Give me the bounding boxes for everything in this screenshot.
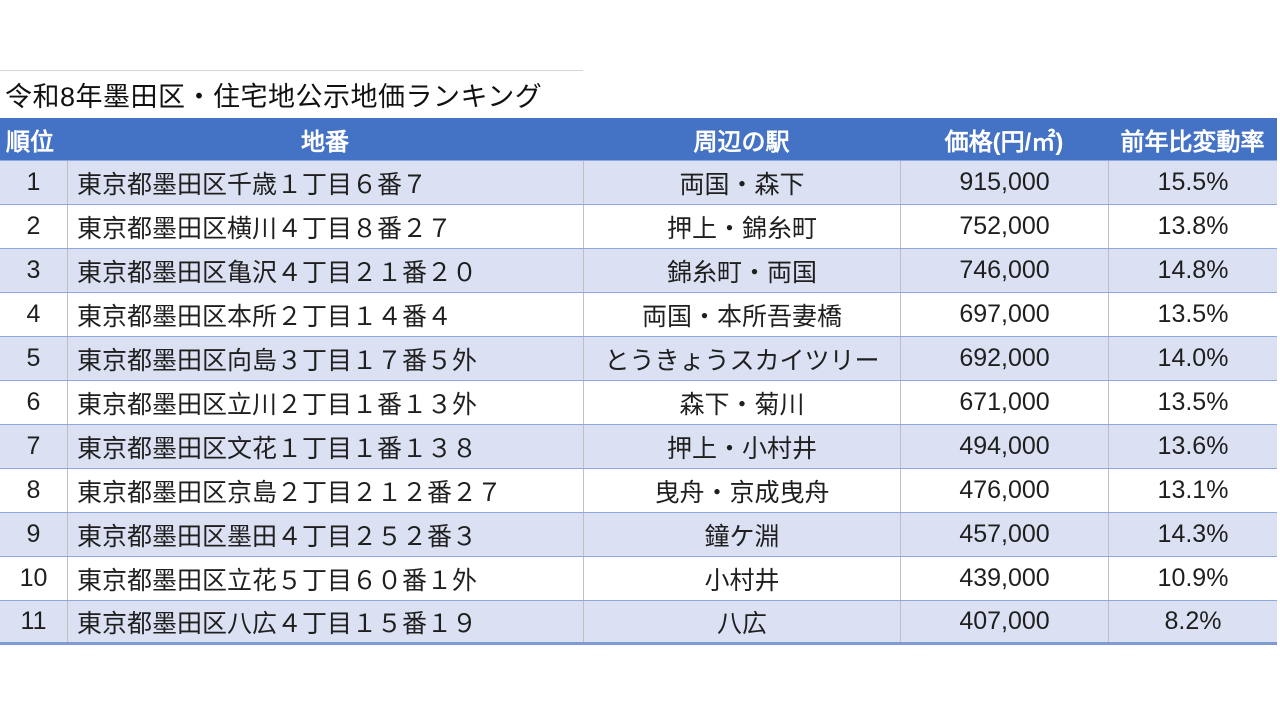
address-cell: 東京都墨田区本所２丁目１４番４: [67, 293, 583, 336]
price-cell: 457,000: [900, 513, 1108, 556]
column-header-stations: 周辺の駅: [693, 128, 790, 156]
stations-cell: 両国・森下: [583, 161, 900, 204]
stations-cell: 森下・菊川: [583, 381, 900, 424]
price-cell: 407,000: [900, 601, 1108, 642]
change-cell: 10.9%: [1108, 557, 1277, 600]
table-row: 1 東京都墨田区千歳１丁目６番７ 両国・森下 915,000 15.5%: [0, 161, 1277, 205]
address-cell: 東京都墨田区千歳１丁目６番７: [67, 161, 583, 204]
column-header-price: 価格(円/㎡): [944, 128, 1064, 156]
change-cell: 14.3%: [1108, 513, 1277, 556]
table-row: 2 東京都墨田区横川４丁目８番２７ 押上・錦糸町 752,000 13.8%: [0, 205, 1277, 249]
change-cell: 13.8%: [1108, 205, 1277, 248]
price-cell: 697,000: [900, 293, 1108, 336]
table-row: 4 東京都墨田区本所２丁目１４番４ 両国・本所吾妻橋 697,000 13.5%: [0, 293, 1277, 337]
change-cell: 15.5%: [1108, 161, 1277, 204]
ranking-table: 順位 地番 周辺の駅 価格(円/㎡) 前年比変動率 1 東京都墨田区千歳１丁目６…: [0, 118, 1277, 645]
rank-cell: 11: [20, 607, 47, 635]
rank-cell: 7: [26, 432, 41, 460]
change-cell: 13.5%: [1108, 381, 1277, 424]
address-cell: 東京都墨田区文花１丁目１番１３８: [67, 425, 583, 468]
stations-cell: とうきょうスカイツリー: [583, 337, 900, 380]
page-title: 令和8年墨田区・住宅地公示地価ランキング: [5, 81, 543, 112]
table-row: 5 東京都墨田区向島３丁目１７番５外 とうきょうスカイツリー 692,000 1…: [0, 337, 1277, 381]
column-header-change: 前年比変動率: [1120, 128, 1265, 156]
column-header-address: 地番: [301, 128, 349, 156]
change-cell: 13.6%: [1108, 425, 1277, 468]
address-cell: 東京都墨田区立花５丁目６０番１外: [67, 557, 583, 600]
ranking-sheet: 令和8年墨田区・住宅地公示地価ランキング 順位 地番 周辺の駅 価格(円/㎡) …: [0, 70, 1277, 645]
address-cell: 東京都墨田区向島３丁目１７番５外: [67, 337, 583, 380]
change-cell: 13.5%: [1108, 293, 1277, 336]
stations-cell: 錦糸町・両国: [583, 249, 900, 292]
price-cell: 439,000: [900, 557, 1108, 600]
address-cell: 東京都墨田区横川４丁目８番２７: [67, 205, 583, 248]
gridline-rule: [0, 70, 583, 71]
table-row: 6 東京都墨田区立川２丁目１番１３外 森下・菊川 671,000 13.5%: [0, 381, 1277, 425]
stations-cell: 両国・本所吾妻橋: [583, 293, 900, 336]
address-cell: 東京都墨田区八広４丁目１５番１９: [67, 601, 583, 642]
price-cell: 494,000: [900, 425, 1108, 468]
rank-cell: 2: [26, 212, 41, 240]
price-cell: 752,000: [900, 205, 1108, 248]
column-header-rank: 順位: [6, 128, 54, 156]
change-cell: 14.0%: [1108, 337, 1277, 380]
price-cell: 671,000: [900, 381, 1108, 424]
stations-cell: 小村井: [583, 557, 900, 600]
rank-cell: 10: [19, 564, 48, 592]
rank-cell: 9: [26, 520, 41, 548]
stations-cell: 曳舟・京成曳舟: [583, 469, 900, 512]
table-row: 9 東京都墨田区墨田４丁目２５２番３ 鐘ケ淵 457,000 14.3%: [0, 513, 1277, 557]
change-cell: 14.8%: [1108, 249, 1277, 292]
table-body: 1 東京都墨田区千歳１丁目６番７ 両国・森下 915,000 15.5% 2 東…: [0, 161, 1277, 645]
stations-cell: 八広: [583, 601, 900, 642]
rank-cell: 6: [26, 388, 41, 416]
change-cell: 13.1%: [1108, 469, 1277, 512]
address-cell: 東京都墨田区亀沢４丁目２１番２０: [67, 249, 583, 292]
table-header-row: 順位 地番 周辺の駅 価格(円/㎡) 前年比変動率: [0, 118, 1277, 161]
change-cell: 8.2%: [1108, 601, 1277, 642]
rank-cell: 1: [26, 168, 41, 196]
table-row: 7 東京都墨田区文花１丁目１番１３８ 押上・小村井 494,000 13.6%: [0, 425, 1277, 469]
address-cell: 東京都墨田区立川２丁目１番１３外: [67, 381, 583, 424]
address-cell: 東京都墨田区墨田４丁目２５２番３: [67, 513, 583, 556]
table-row: 11 東京都墨田区八広４丁目１５番１９ 八広 407,000 8.2%: [0, 601, 1277, 645]
price-cell: 476,000: [900, 469, 1108, 512]
rank-cell: 4: [26, 300, 41, 328]
rank-cell: 5: [26, 344, 41, 372]
table-row: 10 東京都墨田区立花５丁目６０番１外 小村井 439,000 10.9%: [0, 557, 1277, 601]
table-row: 8 東京都墨田区京島２丁目２１２番２７ 曳舟・京成曳舟 476,000 13.1…: [0, 469, 1277, 513]
stations-cell: 押上・錦糸町: [583, 205, 900, 248]
address-cell: 東京都墨田区京島２丁目２１２番２７: [67, 469, 583, 512]
rank-cell: 3: [26, 256, 41, 284]
price-cell: 915,000: [900, 161, 1108, 204]
price-cell: 692,000: [900, 337, 1108, 380]
price-cell: 746,000: [900, 249, 1108, 292]
stations-cell: 押上・小村井: [583, 425, 900, 468]
table-row: 3 東京都墨田区亀沢４丁目２１番２０ 錦糸町・両国 746,000 14.8%: [0, 249, 1277, 293]
rank-cell: 8: [26, 476, 41, 504]
stations-cell: 鐘ケ淵: [583, 513, 900, 556]
